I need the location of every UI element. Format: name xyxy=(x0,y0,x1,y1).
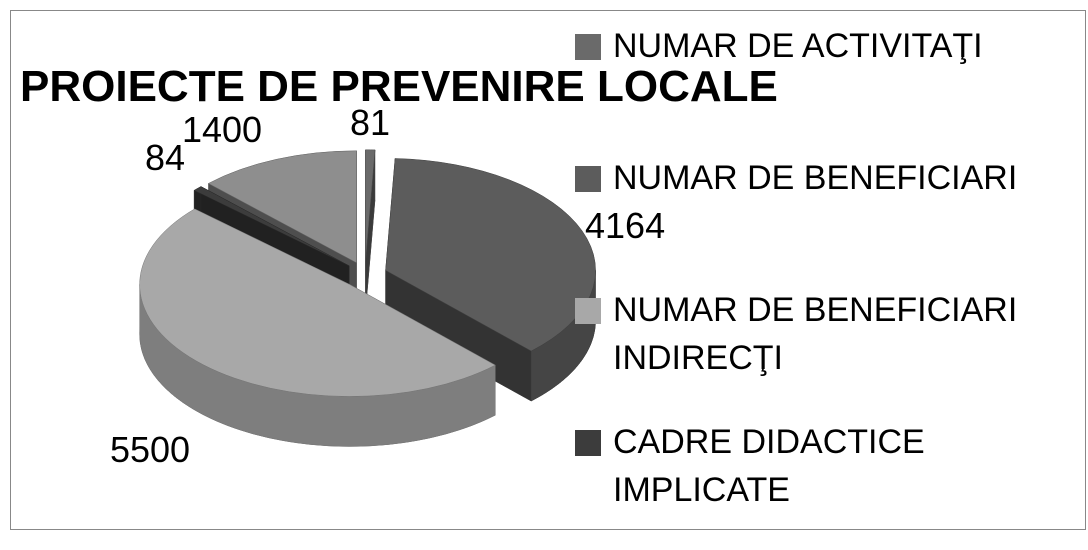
pie-slice xyxy=(385,158,596,402)
legend: NUMAR DE ACTIVITAŢI NUMAR DE BENEFICIARI N… xyxy=(575,22,1085,550)
legend-swatch xyxy=(575,430,601,456)
data-label: 1400 xyxy=(182,109,262,150)
slice-top xyxy=(139,208,496,397)
legend-entry: NUMAR DE BENEFICIARI xyxy=(575,154,1085,286)
legend-entry: NUMAR DE BENEFICIARI INDIRECŢI xyxy=(575,286,1085,418)
legend-entry: CADRE DIDACTICE IMPLICATE xyxy=(575,418,1085,550)
legend-swatch xyxy=(575,166,601,192)
legend-label: NUMAR DE BENEFICIARI xyxy=(613,159,1018,197)
data-label: 4164 xyxy=(585,205,665,246)
slice-top xyxy=(385,158,596,352)
legend-swatch xyxy=(575,298,601,324)
chart-title: PROIECTE DE PREVENIRE LOCALE xyxy=(20,62,778,111)
legend-label: NUMAR DE BENEFICIARI INDIRECŢI xyxy=(613,291,1018,377)
legend-label: NUMAR DE ACTIVITAŢI xyxy=(613,27,983,65)
legend-swatch xyxy=(575,34,601,60)
slice-top xyxy=(193,186,350,267)
legend-entry: NUMAR DE ACTIVITAŢI xyxy=(575,22,1085,154)
slice-top xyxy=(365,149,376,262)
page: {"chart_data": {"type": "pie3d", "title"… xyxy=(10,10,1086,530)
slice-top xyxy=(207,150,357,264)
legend-label: CADRE DIDACTICE IMPLICATE xyxy=(613,423,925,509)
data-label: 84 xyxy=(145,137,185,178)
pie-slice xyxy=(365,149,376,312)
data-label: 5500 xyxy=(110,429,190,470)
pie-slice xyxy=(139,208,496,447)
data-label: 81 xyxy=(350,102,390,143)
